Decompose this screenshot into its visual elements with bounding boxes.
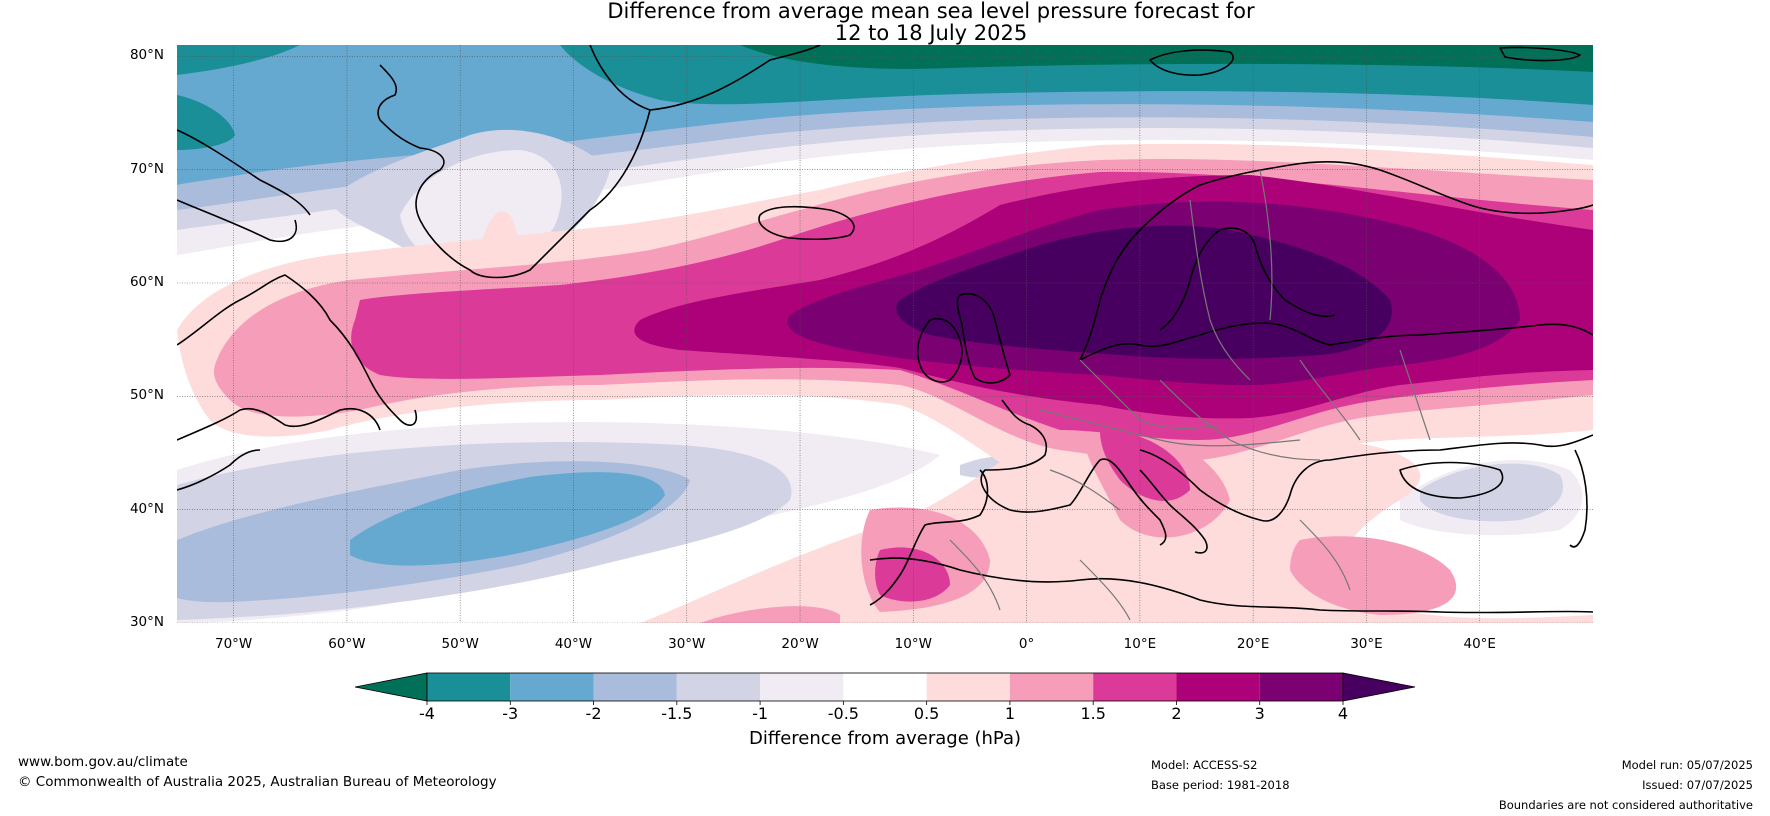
longitude-label: 40°W [554,636,593,652]
latitude-label: 60°N [129,274,164,290]
colorbar-tick-label: -1 [752,704,769,723]
colorbar-segment [427,673,511,701]
colorbar-segment [1259,673,1343,701]
longitude-label: 60°W [328,636,366,652]
colorbar-tick-label: -1.5 [661,704,693,723]
longitude-label: 30°E [1350,636,1383,652]
colorbar-tick-label: -3 [502,704,519,723]
copyright-notice: © Commonwealth of Australia 2025, Austra… [18,774,497,790]
country-borders [949,169,1431,621]
latitude-label: 50°N [129,387,164,404]
longitude-label: 70°W [214,636,253,652]
map-graticule [177,45,1593,623]
longitude-label: 20°W [781,636,819,652]
colorbar-tick-label: 2 [1171,704,1182,723]
longitude-label: 30°W [668,636,706,652]
base-period: Base period: 1981-2018 [1151,778,1290,792]
colorbar-segment [843,673,927,701]
map-title: Difference from average mean sea level p… [607,0,1255,23]
colorbar [354,672,1416,705]
latitude-label: 30°N [129,614,164,630]
colorbar-tick-label: 4 [1337,704,1349,723]
latitude-label: 70°N [129,160,164,177]
colorbar-segment [926,673,1010,701]
colorbar-tick-label: 3 [1254,704,1265,723]
model-run: Model run: 05/07/2025 [1621,758,1753,772]
longitude-label: 10°E [1123,636,1157,652]
colorbar-tick-label: 0.5 [913,704,940,723]
colorbar-label: Difference from average (hPa) [748,728,1022,749]
issued-date: Issued: 07/07/2025 [1642,778,1753,792]
latitude-label: 40°N [129,500,164,517]
longitude-label: 50°W [441,636,479,652]
negative-anomaly-north [177,45,1593,255]
colorbar-segment [760,673,844,701]
colorbar-tick-label: -4 [419,704,435,723]
longitude-label: 40°E [1463,636,1496,652]
colorbar-segment [676,673,761,701]
colorbar-segment [593,673,677,701]
colorbar-tick-label: 1 [1004,704,1015,723]
disclaimer: Boundaries are not considered authoritat… [1498,798,1753,812]
colorbar-segment [1009,673,1094,701]
latitude-label: 80°N [129,47,164,64]
colorbar-tick-label: 1.5 [1080,704,1106,723]
positive-anomaly [177,143,1593,623]
colorbar-segment [1176,673,1260,701]
longitude-label: 10°W [894,636,932,652]
map-subtitle: 12 to 18 July 2025 [834,21,1028,45]
colorbar-segment [1093,673,1177,701]
colorbar-arrow-low [354,672,428,702]
colorbar-tick-label: -2 [585,704,602,723]
coastlines [177,45,1593,614]
longitude-label: 20°E [1236,636,1270,652]
colorbar-outline [426,672,1344,702]
colorbar-segment [510,673,594,701]
website-link[interactable]: www.bom.gov.au/climate [18,754,188,770]
colorbar-arrow-high [1342,672,1416,702]
longitude-label: 0° [1018,636,1035,652]
model-name: Model: ACCESS-S2 [1151,758,1258,772]
negative-anomaly-south [177,422,1583,623]
colorbar-tick-label: -0.5 [827,704,859,723]
